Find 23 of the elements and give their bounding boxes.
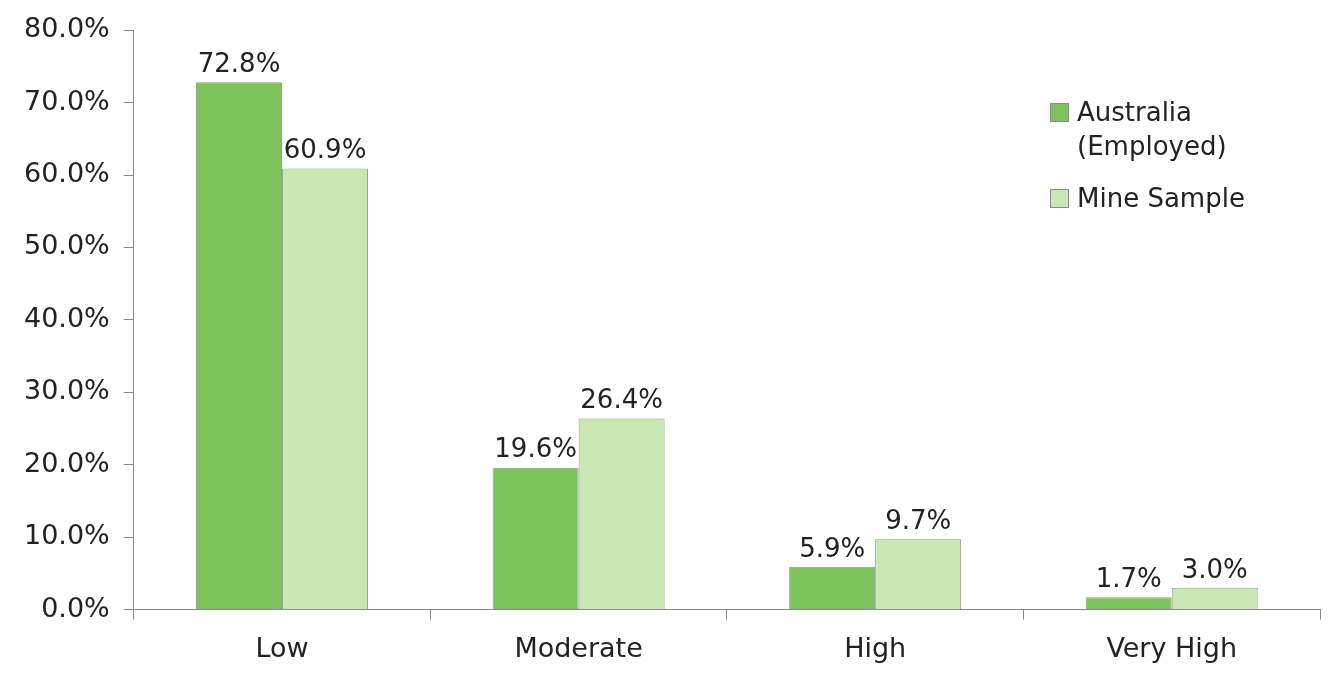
data-label: 60.9% (283, 134, 367, 165)
data-label: 19.6% (494, 433, 577, 464)
y-tick-label: 60.0% (23, 157, 110, 189)
legend-label: Australia (Employed) (1077, 96, 1228, 164)
legend-label: Mine Sample (1077, 182, 1246, 216)
y-tick-label: 0.0% (41, 591, 110, 623)
data-label: 26.4% (580, 384, 663, 415)
y-tick-label: 80.0% (23, 12, 110, 44)
y-tick-label: 40.0% (23, 301, 110, 333)
y-tick-label: 20.0% (23, 446, 110, 478)
y-tick-label: 30.0% (23, 374, 110, 406)
x-tick-label: High (844, 631, 907, 663)
data-label: 1.7% (1095, 563, 1162, 594)
data-label: 5.9% (799, 532, 866, 563)
x-tick-label: Very High (1106, 631, 1238, 663)
y-tick-label: 50.0% (23, 229, 110, 261)
data-label: 72.8% (197, 48, 281, 79)
y-tick-label: 10.0% (23, 519, 110, 551)
data-label: 9.7% (885, 505, 952, 536)
y-tick-label: 70.0% (23, 84, 110, 116)
x-tick-label: Low (255, 631, 309, 663)
data-label: 3.0% (1181, 553, 1248, 584)
x-tick-label: Moderate (514, 631, 643, 663)
